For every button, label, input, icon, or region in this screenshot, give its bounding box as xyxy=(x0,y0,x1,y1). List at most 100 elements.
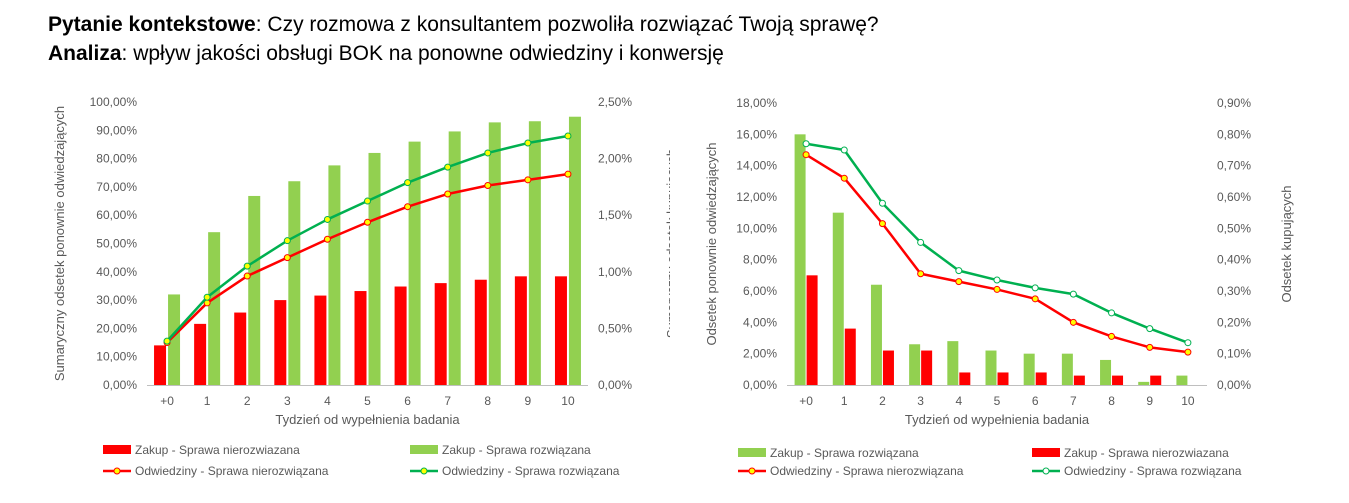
bar xyxy=(328,165,341,385)
legend-marker xyxy=(420,467,428,475)
series-point xyxy=(1031,284,1039,292)
bar xyxy=(806,275,818,385)
y-right-tick-label: 0,90% xyxy=(1217,96,1251,110)
y-right-tick-label: 0,50% xyxy=(598,321,632,335)
series-point xyxy=(484,181,492,189)
series-point xyxy=(323,215,331,223)
header-line-1: Pytanie kontekstowe: Czy rozmowa z konsu… xyxy=(48,10,879,39)
bar xyxy=(1138,381,1150,385)
bar xyxy=(870,284,882,385)
series-point xyxy=(1184,348,1192,356)
y-left-axis-label: Sumaryczny odsetek ponownie odwiedzający… xyxy=(52,106,67,381)
bar xyxy=(434,283,447,385)
series-point xyxy=(203,293,211,301)
x-tick-label: 4 xyxy=(955,394,962,408)
bar xyxy=(248,195,261,385)
series-point xyxy=(917,270,925,278)
bar xyxy=(554,276,567,385)
x-tick-label: +0 xyxy=(799,394,813,408)
weekly-chart: 0,00%2,00%4,00%6,00%8,00%10,00%12,00%14,… xyxy=(704,96,1294,478)
series-point xyxy=(444,163,452,171)
y-left-tick-label: 30,00% xyxy=(96,293,137,307)
y-right-tick-label: 0,00% xyxy=(1217,378,1251,392)
bar xyxy=(882,350,894,385)
series-point xyxy=(1146,325,1154,333)
series-point xyxy=(955,278,963,286)
cumulative-chart: 0,00%10,00%20,00%30,00%40,00%50,00%60,00… xyxy=(52,95,670,478)
y-left-tick-label: 12,00% xyxy=(736,190,777,204)
x-tick-label: 2 xyxy=(244,394,251,408)
series-point xyxy=(163,337,171,345)
y-right-tick-label: 0,50% xyxy=(1217,221,1251,235)
bar xyxy=(1035,372,1047,385)
y-left-tick-label: 10,00% xyxy=(736,221,777,235)
series-point xyxy=(404,203,412,211)
x-tick-label: 3 xyxy=(284,394,291,408)
y-right-tick-label: 1,00% xyxy=(598,265,632,279)
series-point xyxy=(878,220,886,228)
series-line xyxy=(166,134,569,342)
series-point xyxy=(840,174,848,182)
y-left-tick-label: 80,00% xyxy=(96,152,137,166)
legend-label: Zakup - Sprawa rozwiązana xyxy=(770,446,919,460)
series-point xyxy=(955,267,963,275)
x-tick-label: 2 xyxy=(879,394,886,408)
bar xyxy=(1150,375,1162,385)
header-line-2: Analiza: wpływ jakości obsługi BOK na po… xyxy=(48,39,879,68)
bar xyxy=(208,232,221,385)
x-tick-label: 9 xyxy=(1146,394,1153,408)
y-left-tick-label: 20,00% xyxy=(96,321,137,335)
x-axis-label: Tydzień od wypełnienia badania xyxy=(905,412,1090,427)
x-tick-label: 7 xyxy=(1070,394,1077,408)
legend-marker xyxy=(748,467,756,475)
series-point xyxy=(564,132,572,140)
x-tick-label: 6 xyxy=(404,394,411,408)
bar xyxy=(1073,375,1085,385)
bar xyxy=(474,279,487,385)
bar xyxy=(274,300,287,385)
x-tick-label: 10 xyxy=(1181,394,1195,408)
y-left-tick-label: 8,00% xyxy=(743,253,777,267)
bar xyxy=(154,345,167,385)
series-point xyxy=(283,254,291,262)
y-left-tick-label: 100,00% xyxy=(90,95,138,109)
x-tick-label: 8 xyxy=(484,394,491,408)
bar xyxy=(985,350,997,385)
y-right-tick-label: 0,30% xyxy=(1217,284,1251,298)
x-tick-label: 1 xyxy=(841,394,848,408)
x-tick-label: 9 xyxy=(525,394,532,408)
series-point xyxy=(404,179,412,187)
legend-swatch xyxy=(103,445,131,454)
bar xyxy=(909,344,921,385)
y-right-tick-label: 0,20% xyxy=(1217,315,1251,329)
y-left-tick-label: 2,00% xyxy=(743,347,777,361)
header-question-text: : Czy rozmowa z konsultantem pozwoliła r… xyxy=(255,13,879,36)
legend-label: Odwiedziny - Sprawa nierozwiązana xyxy=(770,464,964,478)
x-tick-label: 6 xyxy=(1032,394,1039,408)
bar xyxy=(1061,353,1073,385)
series-point xyxy=(1031,295,1039,303)
x-axis-label: Tydzień od wypełnienia badania xyxy=(275,412,460,427)
legend-label: Zakup - Sprawa nierozwiazana xyxy=(1064,446,1229,460)
y-right-axis-label: Odsetek kupujących xyxy=(1279,185,1294,302)
header-analysis-text: : wpływ jakości obsługi BOK na ponowne o… xyxy=(121,42,724,65)
y-left-tick-label: 60,00% xyxy=(96,208,137,222)
y-right-tick-label: 0,70% xyxy=(1217,159,1251,173)
legend-marker xyxy=(113,467,121,475)
series-point xyxy=(1108,309,1116,317)
x-tick-label: 3 xyxy=(917,394,924,408)
bar xyxy=(997,372,1009,385)
bar xyxy=(168,294,181,385)
y-left-tick-label: 18,00% xyxy=(736,96,777,110)
x-tick-label: 5 xyxy=(364,394,371,408)
y-left-axis-label: Odsetek ponownie odwiedzających xyxy=(704,142,719,345)
bar xyxy=(1100,359,1112,385)
bar xyxy=(844,328,856,385)
series-point xyxy=(1108,332,1116,340)
y-left-tick-label: 40,00% xyxy=(96,265,137,279)
series-point xyxy=(444,190,452,198)
y-right-tick-label: 0,80% xyxy=(1217,127,1251,141)
x-tick-label: 4 xyxy=(324,394,331,408)
legend-marker xyxy=(1042,467,1050,475)
y-right-tick-label: 0,00% xyxy=(598,378,632,392)
